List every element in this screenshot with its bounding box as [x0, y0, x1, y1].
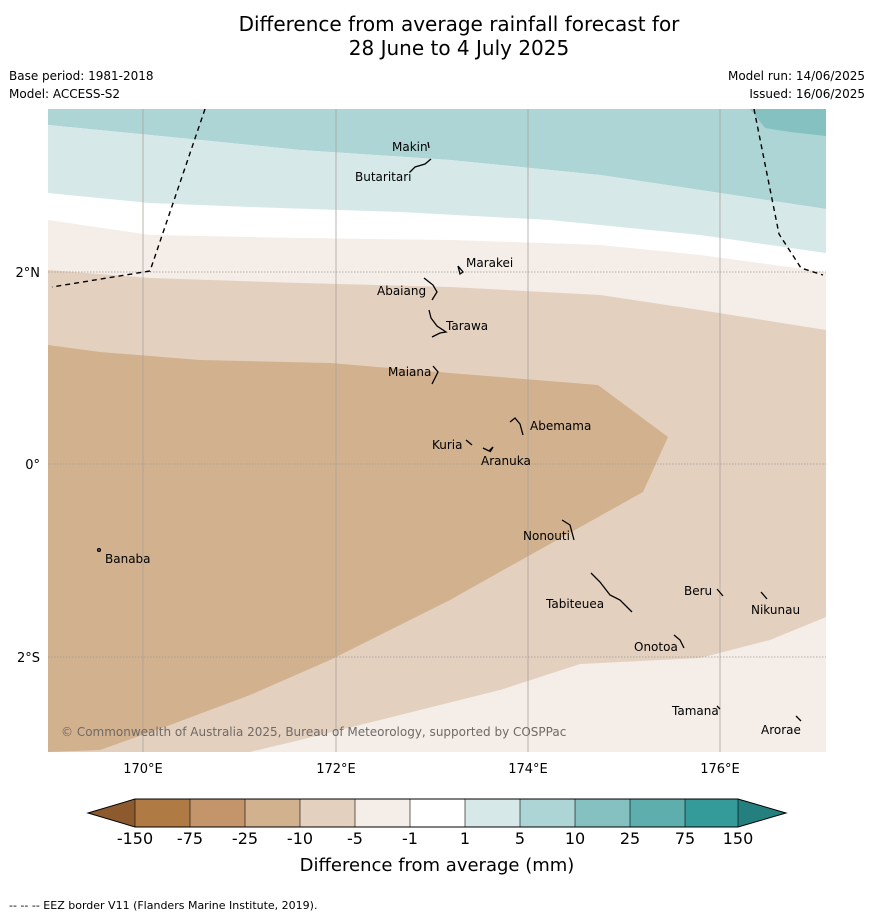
lon-label-170e: 170°E — [123, 762, 163, 777]
label-tabiteuea: Tabiteuea — [545, 597, 604, 611]
colorbar-bin — [245, 799, 300, 827]
colorbar-tick: -10 — [287, 829, 313, 848]
colorbar-tick: 1 — [460, 829, 470, 848]
island-tamana — [716, 705, 721, 710]
map-title: Difference from average rainfall forecas… — [0, 12, 873, 60]
colorbar-bin — [575, 799, 630, 827]
colorbar: -150 -75 -25 -10 -5 -1 1 5 10 25 75 150 … — [86, 798, 788, 876]
band-wet-light — [48, 125, 826, 253]
colorbar-tick: -1 — [402, 829, 418, 848]
meta-right: Model run: 14/06/2025 Issued: 16/06/2025 — [728, 67, 865, 103]
colorbar-tick: -75 — [177, 829, 203, 848]
colorbar-bin — [465, 799, 520, 827]
title-line-1: Difference from average rainfall forecas… — [238, 12, 680, 36]
island-makin — [427, 141, 430, 149]
island-beru — [716, 588, 724, 597]
island-aranuka — [482, 446, 494, 453]
place-labels: Makin Butaritari Marakei Abaiang Tarawa … — [105, 140, 801, 737]
colorbar-tick: 10 — [565, 829, 585, 848]
label-butaritari: Butaritari — [355, 170, 412, 184]
colorbar-bin — [520, 799, 575, 827]
colorbar-extend-low — [88, 799, 135, 827]
colorbar-tick: -25 — [232, 829, 258, 848]
lat-label-0: 0° — [25, 458, 40, 473]
colorbar-bin — [355, 799, 410, 827]
label-nikunau: Nikunau — [751, 603, 800, 617]
label-abemama: Abemama — [530, 419, 591, 433]
lat-label-2n: 2°N — [16, 266, 41, 281]
meta-left: Base period: 1981-2018 Model: ACCESS-S2 — [9, 67, 154, 103]
model-run: Model run: 14/06/2025 — [727, 69, 865, 83]
colorbar-title: Difference from average (mm) — [300, 855, 575, 876]
map-area — [48, 109, 826, 752]
colorbar-tick: 75 — [675, 829, 695, 848]
eez-border — [51, 108, 824, 288]
label-beru: Beru — [684, 584, 712, 598]
model-name: Model: ACCESS-S2 — [9, 87, 121, 101]
title-line-2: 28 June to 4 July 2025 — [348, 36, 570, 60]
colorbar-bin — [410, 799, 465, 827]
label-aranuka: Aranuka — [481, 454, 531, 468]
island-outlines — [96, 141, 802, 722]
colorbar-bin — [300, 799, 355, 827]
label-maiana: Maiana — [388, 365, 431, 379]
island-kuria — [465, 439, 473, 446]
band-wet-moderate — [48, 109, 826, 209]
issued-date: Issued: 16/06/2025 — [749, 87, 865, 101]
colorbar-tick: 150 — [723, 829, 754, 848]
lat-axis-labels: 2°N 0° 2°S — [16, 266, 41, 666]
island-banaba — [96, 547, 102, 553]
label-tarawa: Tarawa — [445, 319, 488, 333]
band-wet-strong — [750, 109, 826, 136]
colorbar-bin — [685, 799, 738, 827]
label-marakei: Marakei — [466, 256, 513, 270]
lat-label-2s: 2°S — [17, 651, 40, 666]
label-makin: Makin — [392, 140, 428, 154]
label-nonouti: Nonouti — [523, 529, 570, 543]
colorbar-ticks: -150 -75 -25 -10 -5 -1 1 5 10 25 75 150 — [117, 829, 753, 848]
graticule-parallels — [48, 271, 826, 658]
colorbar-bin — [630, 799, 685, 827]
band-dry-strong — [48, 345, 668, 752]
graticule-meridians — [142, 109, 721, 752]
colorbar-tick: -5 — [347, 829, 363, 848]
island-abemama — [509, 417, 524, 436]
colorbar-tick: 25 — [620, 829, 640, 848]
island-nikunau — [760, 591, 768, 600]
island-tarawa — [428, 309, 448, 338]
lon-label-174e: 174°E — [508, 762, 548, 777]
base-period: Base period: 1981-2018 — [9, 69, 154, 83]
island-abaiang — [423, 277, 438, 301]
island-nonouti — [561, 519, 575, 541]
colorbar-bin — [135, 799, 190, 827]
island-tabiteuea — [590, 572, 633, 613]
lon-label-172e: 172°E — [316, 762, 356, 777]
island-butaritari — [409, 158, 432, 173]
colorbar-extend-high — [738, 799, 786, 827]
island-arorae — [795, 715, 802, 722]
colorbar-bin — [190, 799, 245, 827]
colorbar-tick: 5 — [515, 829, 525, 848]
island-maiana — [431, 365, 439, 385]
label-kuria: Kuria — [432, 438, 463, 452]
lon-label-176e: 176°E — [700, 762, 740, 777]
eez-footnote: -- -- -- EEZ border V11 (Flanders Marine… — [9, 899, 318, 912]
island-onotoa — [673, 634, 685, 649]
label-onotoa: Onotoa — [634, 640, 678, 654]
island-marakei — [457, 265, 464, 276]
lon-axis-labels: 170°E 172°E 174°E 176°E — [123, 762, 740, 777]
label-banaba: Banaba — [105, 552, 151, 566]
colorbar-tick: -150 — [117, 829, 153, 848]
label-arorae: Arorae — [761, 723, 801, 737]
copyright-notice: © Commonwealth of Australia 2025, Bureau… — [61, 725, 566, 739]
label-tamana: Tamana — [671, 704, 719, 718]
label-abaiang: Abaiang — [377, 284, 426, 298]
